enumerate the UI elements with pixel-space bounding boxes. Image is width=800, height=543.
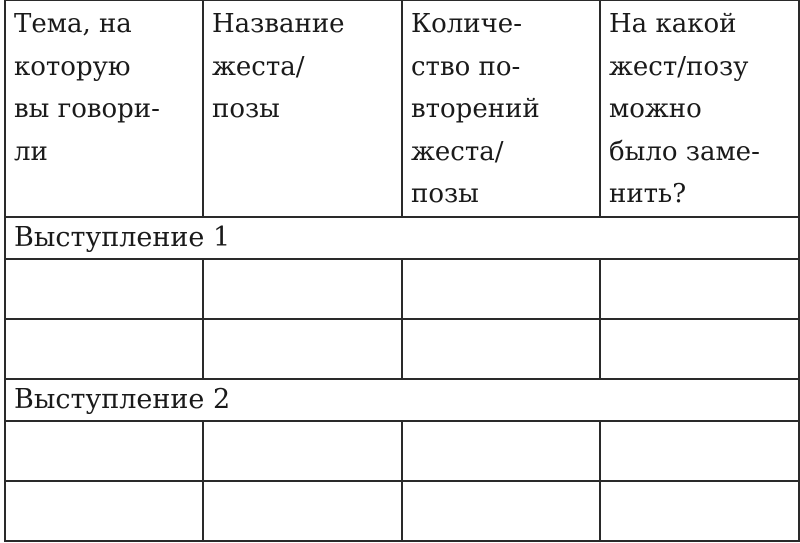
header-line: Количе- — [411, 9, 522, 39]
table-cell[interactable] — [202, 257, 403, 320]
header-line: позы — [411, 179, 479, 209]
table-cell[interactable] — [401, 479, 601, 542]
header-line: Тема, на — [14, 9, 132, 39]
gesture-table: Тема, на которую вы говори-ли Название жест… — [4, 0, 800, 542]
header-line: вы говори- — [14, 94, 160, 124]
header-row: Тема, на которую вы говори-ли Название жест… — [4, 0, 800, 218]
header-text: Название жеста/позы — [212, 3, 393, 131]
table-cell[interactable] — [599, 257, 800, 320]
header-text: На какой жест/позу можно было заме-нить? — [609, 3, 790, 216]
header-replacement: На какой жест/позу можно было заме-нить? — [599, 0, 800, 218]
table-cell[interactable] — [599, 317, 800, 380]
table-cell[interactable] — [202, 479, 403, 542]
table-cell[interactable] — [401, 257, 601, 320]
header-line: было заме- — [609, 136, 760, 167]
table-cell[interactable] — [4, 317, 204, 380]
header-line: Название — [212, 9, 345, 39]
table-cell[interactable] — [202, 317, 403, 380]
header-gesture-name: Название жеста/позы — [202, 0, 403, 218]
header-text: Тема, на которую вы говори-ли — [14, 3, 194, 173]
header-text: Количе-ство по-вторений жеста/позы — [411, 3, 591, 216]
table-row — [4, 419, 800, 482]
section-title: Выступление 1 — [4, 215, 800, 260]
section-row: Выступление 2 — [4, 377, 800, 422]
header-line: жест/позу — [609, 51, 749, 82]
header-line: На какой — [609, 9, 737, 39]
section-title: Выступление 2 — [4, 377, 800, 422]
header-line: жеста/ — [411, 136, 504, 167]
header-topic: Тема, на которую вы говори-ли — [4, 0, 204, 218]
header-line: ли — [14, 136, 48, 167]
table-row — [4, 317, 800, 380]
header-line: которую — [14, 51, 131, 82]
table-row — [4, 257, 800, 320]
table-cell[interactable] — [202, 419, 403, 482]
header-line: нить? — [609, 179, 687, 209]
header-line: ство по- — [411, 51, 521, 82]
table-cell[interactable] — [401, 419, 601, 482]
header-line: можно — [609, 94, 702, 124]
header-line: жеста/ — [212, 51, 305, 82]
section-row: Выступление 1 — [4, 215, 800, 260]
header-line: позы — [212, 94, 280, 124]
header-repetitions: Количе-ство по-вторений жеста/позы — [401, 0, 601, 218]
header-line: вторений — [411, 94, 540, 124]
table-cell[interactable] — [401, 317, 601, 380]
table-cell[interactable] — [4, 419, 204, 482]
table-cell[interactable] — [599, 479, 800, 542]
table-cell[interactable] — [4, 479, 204, 542]
table-cell[interactable] — [599, 419, 800, 482]
table-cell[interactable] — [4, 257, 204, 320]
table-row — [4, 479, 800, 542]
